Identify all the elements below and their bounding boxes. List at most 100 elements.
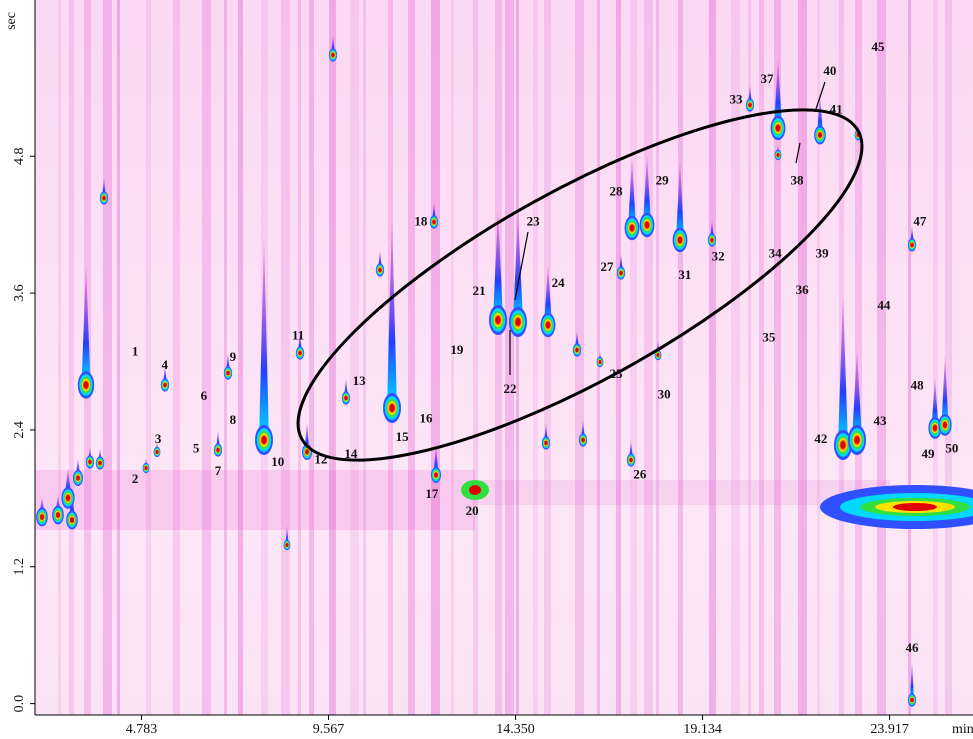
streak: [798, 0, 807, 715]
peak: [261, 436, 267, 444]
peak-label: 7: [215, 463, 222, 478]
peak: [910, 697, 914, 703]
leader-line: [514, 231, 529, 301]
peak: [285, 543, 289, 547]
streak: [616, 0, 621, 715]
peak: [854, 436, 860, 444]
streak: [281, 0, 290, 715]
peak-label: 14: [344, 446, 358, 461]
peak-label: 44: [877, 298, 891, 313]
peak: [298, 350, 302, 356]
streak: [431, 0, 440, 715]
peak: [942, 422, 948, 428]
peak: [65, 495, 71, 501]
peak-label: 4: [162, 357, 169, 372]
peak: [70, 517, 74, 523]
peak-tail: [910, 660, 914, 700]
peak-label: 3: [155, 431, 162, 446]
peak-tail: [628, 158, 636, 228]
peak-label: 41: [830, 102, 843, 117]
peak: [56, 512, 60, 518]
streak: [146, 0, 151, 715]
streak: [58, 0, 61, 715]
peak: [581, 437, 585, 443]
peak: [495, 316, 501, 324]
streak: [69, 0, 74, 715]
peak-tail: [838, 295, 848, 445]
peak-label: 38: [791, 172, 805, 187]
peak: [818, 132, 822, 138]
peak: [469, 485, 481, 495]
highlight-ellipse: [296, 108, 864, 462]
peak: [305, 449, 309, 455]
peak: [40, 514, 44, 520]
peak-label: 48: [911, 378, 925, 393]
peak-label: 23: [527, 213, 541, 228]
plot-background: [35, 0, 973, 715]
peak-label: 34: [769, 245, 783, 260]
y-tick-label: 0.0: [12, 695, 27, 713]
peak: [710, 237, 714, 243]
peak-label: 9: [230, 349, 237, 364]
peak-tail: [544, 265, 552, 325]
streak: [933, 0, 938, 715]
x-axis-label: min: [952, 722, 973, 737]
baseline-band: [470, 480, 890, 505]
peak-tail: [676, 160, 684, 240]
peak: [216, 447, 220, 453]
leader-line: [814, 81, 826, 113]
x-tick-label: 4.783: [126, 722, 158, 737]
peak: [575, 347, 579, 353]
peak-tail: [941, 355, 949, 425]
streak: [575, 0, 584, 715]
peak-tail: [931, 378, 939, 428]
peak-label: 12: [314, 452, 327, 467]
peak-label: 36: [796, 282, 810, 297]
peak-label: 18: [414, 213, 428, 228]
peak-label: 6: [201, 388, 208, 403]
x-tick-label: 9.567: [313, 722, 345, 737]
peak-tail: [493, 210, 503, 320]
peak: [432, 219, 436, 225]
x-tick-label: 19.134: [683, 722, 722, 737]
peak-label: 30: [658, 387, 671, 402]
peak-label: 17: [425, 486, 439, 501]
streak: [495, 0, 502, 715]
peak: [144, 466, 148, 470]
y-axis-label: sec: [4, 12, 19, 30]
peak: [102, 195, 106, 201]
peak-label: 28: [610, 184, 624, 199]
y-tick-label: 3.6: [12, 284, 27, 302]
peak-tail: [643, 155, 651, 225]
x-tick-label: 23.917: [870, 722, 909, 737]
peak: [378, 267, 382, 273]
streak: [709, 0, 716, 715]
streak: [644, 0, 653, 715]
peak-label: 45: [871, 39, 885, 54]
streak: [103, 0, 112, 715]
peak: [910, 242, 914, 248]
peak-label: 31: [678, 267, 691, 282]
peak-label: 27: [601, 259, 615, 274]
streak: [363, 0, 366, 715]
peak-label: 1: [132, 343, 139, 358]
peak-label: 40: [823, 63, 836, 78]
baseline-band: [35, 470, 475, 530]
peak-tail: [817, 95, 823, 135]
streak: [544, 0, 551, 715]
peak-tail: [387, 218, 397, 408]
streak: [224, 0, 227, 715]
peak-label: 42: [814, 431, 827, 446]
streak: [908, 0, 911, 715]
peak-label: 5: [193, 440, 200, 455]
peak-label: 26: [633, 467, 647, 482]
streak: [630, 0, 637, 715]
streak: [855, 0, 862, 715]
streak: [473, 0, 478, 715]
peak: [76, 475, 80, 481]
peak-label: 10: [271, 454, 284, 469]
streak: [748, 0, 751, 715]
peak-label: 16: [419, 411, 433, 426]
leader-line: [795, 142, 801, 164]
y-tick-label: 1.2: [12, 558, 27, 576]
